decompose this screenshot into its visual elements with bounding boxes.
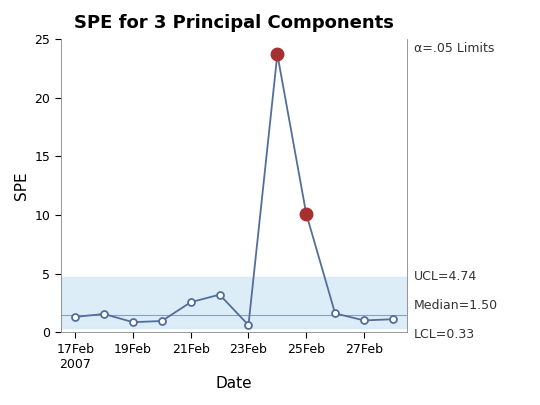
Text: α=.05 Limits: α=.05 Limits [414,42,495,55]
Text: UCL=4.74: UCL=4.74 [414,270,477,283]
Title: SPE for 3 Principal Components: SPE for 3 Principal Components [74,14,394,32]
X-axis label: Date: Date [215,376,252,391]
Text: Median=1.50: Median=1.50 [414,298,498,311]
Text: LCL=0.33: LCL=0.33 [414,328,475,341]
Y-axis label: SPE: SPE [14,171,29,200]
